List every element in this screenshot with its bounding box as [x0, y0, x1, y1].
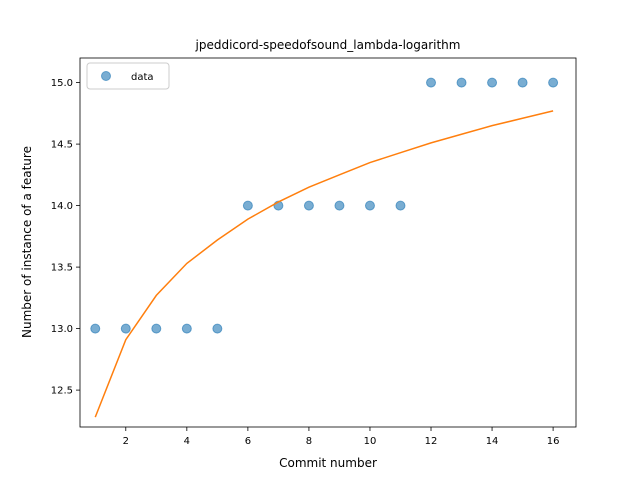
data-point	[212, 323, 223, 334]
x-tick-label: 6	[245, 436, 251, 447]
data-point	[334, 200, 345, 211]
x-axis-label: Commit number	[279, 456, 377, 470]
data-point	[426, 77, 437, 88]
x-tick-label: 14	[486, 436, 499, 447]
plot-frame	[79, 57, 577, 428]
y-tick-label: 12.5	[51, 386, 73, 397]
chart-title: jpeddicord-speedofsound_lambda-logarithm	[195, 38, 461, 52]
y-tick-label: 14.0	[51, 201, 73, 212]
data-point	[120, 323, 131, 334]
x-tick-label: 12	[425, 436, 438, 447]
y-axis-label: Number of instance of a feature	[20, 146, 34, 338]
y-tick-label: 13.5	[51, 263, 73, 274]
y-tick-label: 14.5	[51, 140, 73, 151]
data-point	[548, 77, 559, 88]
data-point	[90, 323, 101, 334]
data-point	[395, 200, 406, 211]
fit-curve-line	[94, 110, 554, 418]
legend-box	[86, 62, 170, 90]
data-point	[303, 200, 314, 211]
data-point	[487, 77, 498, 88]
plot-area: 2 4 6 8 10 12 14 16 12.5 13.0 13.5 14.0 14.5 15.0	[51, 57, 577, 447]
legend-label-data: data	[131, 72, 154, 83]
data-point	[242, 200, 253, 211]
x-tick-label: 2	[123, 436, 129, 447]
data-point	[517, 77, 528, 88]
x-tick-label: 4	[184, 436, 190, 447]
data-point	[456, 77, 467, 88]
data-point	[364, 200, 375, 211]
data-point	[151, 323, 162, 334]
legend-marker-data	[101, 71, 111, 81]
x-tick-label: 16	[547, 436, 560, 447]
x-tick-label: 10	[364, 436, 377, 447]
y-tick-label: 13.0	[51, 324, 73, 335]
data-point	[181, 323, 192, 334]
x-tick-label: 8	[306, 436, 312, 447]
y-tick-label: 15.0	[51, 78, 73, 89]
legend: data	[86, 62, 170, 90]
